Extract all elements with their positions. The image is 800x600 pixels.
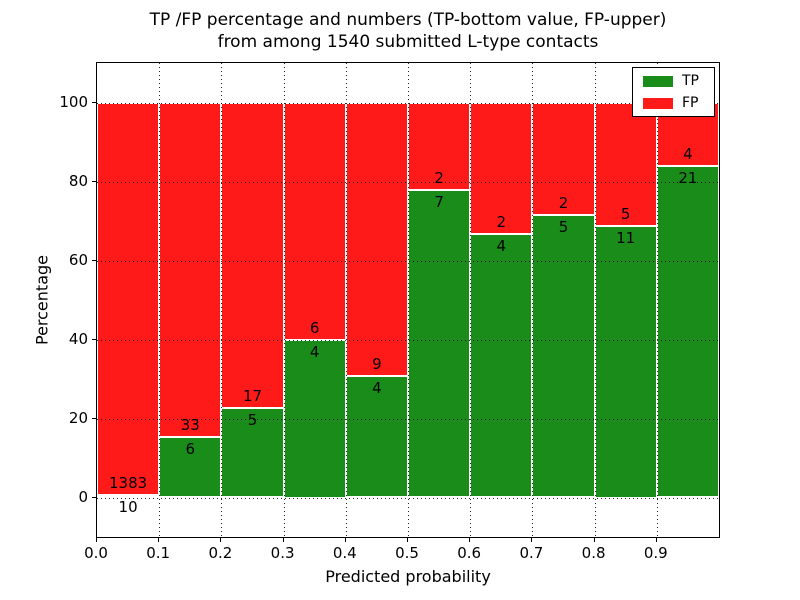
tp-count-label: 4 xyxy=(372,378,382,397)
fp-count-label: 9 xyxy=(372,354,382,373)
tp-bar-segment xyxy=(97,494,160,498)
x-tickmark xyxy=(469,538,471,542)
plot-area: TP FP 1383 10 33 6 17 5 6 4 9 4 2 7 2 4 2 5 5 11 4 21 xyxy=(96,62,720,538)
y-tickmark xyxy=(92,180,96,182)
y-tick-label: 60 xyxy=(68,250,88,269)
fp-count-label: 2 xyxy=(496,213,507,232)
x-tickmark xyxy=(344,538,346,542)
x-tick-label: 0.4 xyxy=(332,544,357,562)
tp-count-label: 10 xyxy=(118,497,138,516)
tp-bar-segment xyxy=(221,407,284,498)
fp-count-label: 5 xyxy=(620,204,631,223)
x-gridline xyxy=(221,63,223,537)
x-tickmark xyxy=(158,538,160,542)
x-axis-label: Predicted probability xyxy=(325,567,491,586)
x-tick-label: 0.3 xyxy=(270,544,295,562)
x-tickmark xyxy=(282,538,284,542)
legend-item-fp: FP xyxy=(643,96,704,110)
y-tickmark xyxy=(92,259,96,261)
x-tickmark xyxy=(655,538,657,542)
fp-count-label: 1383 xyxy=(109,473,148,492)
chart-title: TP /FP percentage and numbers (TP-bottom… xyxy=(96,9,720,53)
fp-bar-segment xyxy=(345,102,408,376)
x-gridline xyxy=(345,63,347,537)
fp-bar-segment xyxy=(283,102,346,340)
tp-count-label: 4 xyxy=(309,342,320,361)
x-gridline xyxy=(656,63,658,537)
chart-title-line2: from among 1540 submitted L-type contact… xyxy=(217,32,599,52)
x-tick-label: 0.5 xyxy=(395,544,419,562)
y-tick-label: 80 xyxy=(68,171,88,190)
legend-label-tp: TP xyxy=(682,73,699,89)
tp-count-label: 11 xyxy=(616,228,636,247)
chart-title-line1: TP /FP percentage and numbers (TP-bottom… xyxy=(149,10,667,30)
x-tick-label: 0.1 xyxy=(146,544,171,562)
x-tick-label: 0.2 xyxy=(208,544,233,562)
fp-bar-segment xyxy=(594,102,657,226)
tp-bar-segment xyxy=(594,225,657,498)
tp-count-label: 5 xyxy=(247,410,258,429)
x-gridline xyxy=(283,63,285,537)
x-gridline xyxy=(594,63,596,537)
fp-count-label: 17 xyxy=(242,386,263,405)
tp-bar-segment xyxy=(345,375,408,498)
tp-bar-segment xyxy=(470,234,533,498)
x-tickmark xyxy=(531,538,533,542)
x-gridline xyxy=(408,63,409,537)
x-tick-label: 0.0 xyxy=(84,544,108,562)
tp-bar-segment xyxy=(408,190,471,498)
tp-bar-segment xyxy=(532,215,595,498)
y-tick-label: 0 xyxy=(78,487,88,506)
legend-item-tp: TP xyxy=(643,74,704,88)
fp-color-swatch xyxy=(643,97,673,109)
fp-count-label: 33 xyxy=(180,415,200,434)
y-tick-label: 40 xyxy=(68,329,88,348)
fp-bar-segment xyxy=(97,102,160,495)
x-tick-label: 0.8 xyxy=(581,544,606,562)
fp-count-label: 2 xyxy=(558,194,569,213)
x-tickmark xyxy=(407,538,408,542)
x-tickmark xyxy=(220,538,222,542)
tp-color-swatch xyxy=(643,75,673,87)
x-tick-label: 0.7 xyxy=(519,544,544,562)
fp-count-label: 2 xyxy=(434,169,444,188)
y-tickmark xyxy=(92,101,96,103)
tp-bar-segment xyxy=(159,436,222,498)
fp-bar-segment xyxy=(470,102,533,235)
y-tickmark xyxy=(92,338,96,340)
x-gridline xyxy=(532,63,534,537)
fp-count-label: 4 xyxy=(683,144,693,163)
fp-count-label: 6 xyxy=(309,318,320,337)
legend: TP FP xyxy=(632,67,715,117)
fp-bar-segment xyxy=(532,102,595,216)
x-gridline xyxy=(159,63,161,537)
y-tick-label: 20 xyxy=(68,408,88,427)
x-tickmark xyxy=(96,538,97,542)
x-tickmark xyxy=(593,538,595,542)
x-tick-label: 0.9 xyxy=(643,544,668,562)
tp-count-label: 5 xyxy=(558,218,569,237)
fp-bar-segment xyxy=(221,102,284,408)
tp-count-label: 21 xyxy=(678,168,698,187)
tp-count-label: 7 xyxy=(434,193,444,212)
x-gridline xyxy=(470,63,472,537)
legend-label-fp: FP xyxy=(682,95,699,111)
y-tickmark xyxy=(92,417,96,419)
tp-count-label: 6 xyxy=(185,439,196,458)
fp-bar-segment xyxy=(159,102,222,437)
y-tickmark xyxy=(92,496,96,498)
x-tick-label: 0.6 xyxy=(457,544,482,562)
y-tick-label: 100 xyxy=(59,92,88,111)
tp-count-label: 4 xyxy=(496,237,507,256)
